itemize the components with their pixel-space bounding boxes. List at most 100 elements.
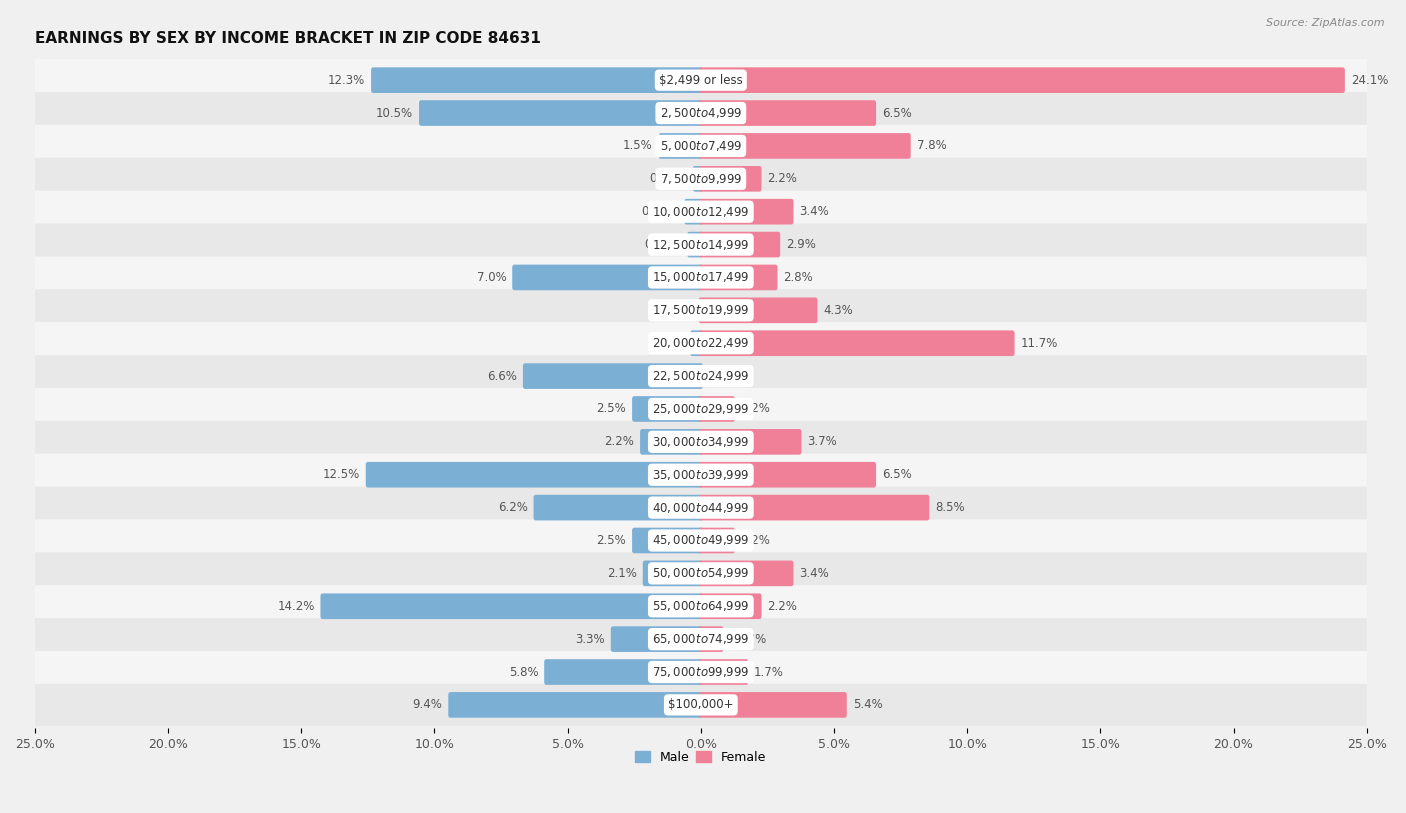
- Text: 6.5%: 6.5%: [882, 468, 911, 481]
- Text: 2.2%: 2.2%: [768, 172, 797, 185]
- FancyBboxPatch shape: [30, 618, 1371, 660]
- FancyBboxPatch shape: [30, 421, 1371, 463]
- Text: $25,000 to $29,999: $25,000 to $29,999: [652, 402, 749, 416]
- FancyBboxPatch shape: [449, 692, 703, 718]
- Text: $40,000 to $44,999: $40,000 to $44,999: [652, 501, 749, 515]
- FancyBboxPatch shape: [643, 560, 703, 586]
- FancyBboxPatch shape: [699, 593, 762, 619]
- FancyBboxPatch shape: [30, 454, 1371, 496]
- Text: EARNINGS BY SEX BY INCOME BRACKET IN ZIP CODE 84631: EARNINGS BY SEX BY INCOME BRACKET IN ZIP…: [35, 31, 541, 46]
- Text: $12,500 to $14,999: $12,500 to $14,999: [652, 237, 749, 251]
- Text: 2.9%: 2.9%: [786, 238, 815, 251]
- FancyBboxPatch shape: [699, 659, 748, 685]
- Text: 2.1%: 2.1%: [607, 567, 637, 580]
- FancyBboxPatch shape: [699, 100, 876, 126]
- FancyBboxPatch shape: [366, 462, 703, 488]
- Text: 10.5%: 10.5%: [375, 107, 413, 120]
- FancyBboxPatch shape: [693, 166, 703, 192]
- Text: 2.2%: 2.2%: [768, 600, 797, 613]
- Text: $10,000 to $12,499: $10,000 to $12,499: [652, 205, 749, 219]
- Text: $15,000 to $17,499: $15,000 to $17,499: [652, 271, 749, 285]
- FancyBboxPatch shape: [30, 322, 1371, 364]
- FancyBboxPatch shape: [523, 363, 703, 389]
- FancyBboxPatch shape: [30, 59, 1371, 101]
- FancyBboxPatch shape: [699, 495, 929, 520]
- Text: 5.8%: 5.8%: [509, 666, 538, 679]
- Text: 3.4%: 3.4%: [800, 205, 830, 218]
- FancyBboxPatch shape: [512, 264, 703, 290]
- FancyBboxPatch shape: [690, 330, 703, 356]
- FancyBboxPatch shape: [610, 626, 703, 652]
- FancyBboxPatch shape: [699, 560, 793, 586]
- Text: 12.5%: 12.5%: [322, 468, 360, 481]
- Text: 2.5%: 2.5%: [596, 402, 626, 415]
- Text: 1.7%: 1.7%: [754, 666, 785, 679]
- FancyBboxPatch shape: [30, 190, 1371, 233]
- FancyBboxPatch shape: [699, 298, 817, 323]
- FancyBboxPatch shape: [419, 100, 703, 126]
- FancyBboxPatch shape: [30, 289, 1371, 332]
- Text: $7,500 to $9,999: $7,500 to $9,999: [659, 172, 742, 186]
- FancyBboxPatch shape: [699, 166, 762, 192]
- FancyBboxPatch shape: [30, 486, 1371, 528]
- Text: 14.2%: 14.2%: [277, 600, 315, 613]
- FancyBboxPatch shape: [544, 659, 703, 685]
- FancyBboxPatch shape: [640, 429, 703, 454]
- Text: $22,500 to $24,999: $22,500 to $24,999: [652, 369, 749, 383]
- FancyBboxPatch shape: [633, 396, 703, 422]
- Text: 2.2%: 2.2%: [605, 435, 634, 448]
- Text: 3.4%: 3.4%: [800, 567, 830, 580]
- FancyBboxPatch shape: [699, 133, 911, 159]
- FancyBboxPatch shape: [633, 528, 703, 554]
- FancyBboxPatch shape: [699, 626, 724, 652]
- FancyBboxPatch shape: [699, 429, 801, 454]
- Text: 2.5%: 2.5%: [596, 534, 626, 547]
- FancyBboxPatch shape: [30, 552, 1371, 594]
- Text: $5,000 to $7,499: $5,000 to $7,499: [659, 139, 742, 153]
- FancyBboxPatch shape: [699, 330, 1015, 356]
- FancyBboxPatch shape: [30, 520, 1371, 562]
- Text: 24.1%: 24.1%: [1351, 74, 1388, 87]
- FancyBboxPatch shape: [699, 528, 735, 554]
- Text: 6.5%: 6.5%: [882, 107, 911, 120]
- Text: 5.4%: 5.4%: [852, 698, 883, 711]
- Text: $65,000 to $74,999: $65,000 to $74,999: [652, 633, 749, 646]
- Text: 1.2%: 1.2%: [741, 402, 770, 415]
- Text: $100,000+: $100,000+: [668, 698, 734, 711]
- Text: 7.8%: 7.8%: [917, 139, 946, 152]
- Text: 1.2%: 1.2%: [741, 534, 770, 547]
- Text: 0.54%: 0.54%: [641, 205, 679, 218]
- FancyBboxPatch shape: [699, 232, 780, 258]
- Text: 0.22%: 0.22%: [650, 172, 688, 185]
- FancyBboxPatch shape: [321, 593, 703, 619]
- Text: $50,000 to $54,999: $50,000 to $54,999: [652, 567, 749, 580]
- FancyBboxPatch shape: [685, 199, 703, 224]
- FancyBboxPatch shape: [30, 684, 1371, 726]
- Text: 0.0%: 0.0%: [709, 370, 738, 383]
- Text: 1.5%: 1.5%: [623, 139, 652, 152]
- FancyBboxPatch shape: [699, 264, 778, 290]
- Text: 6.6%: 6.6%: [486, 370, 517, 383]
- FancyBboxPatch shape: [30, 355, 1371, 397]
- Text: 9.4%: 9.4%: [412, 698, 443, 711]
- Text: 3.3%: 3.3%: [575, 633, 605, 646]
- FancyBboxPatch shape: [30, 388, 1371, 430]
- FancyBboxPatch shape: [30, 125, 1371, 167]
- Legend: Male, Female: Male, Female: [630, 746, 772, 768]
- Text: $2,500 to $4,999: $2,500 to $4,999: [659, 106, 742, 120]
- Text: $75,000 to $99,999: $75,000 to $99,999: [652, 665, 749, 679]
- FancyBboxPatch shape: [30, 92, 1371, 134]
- Text: 0.77%: 0.77%: [730, 633, 766, 646]
- FancyBboxPatch shape: [699, 199, 793, 224]
- FancyBboxPatch shape: [688, 232, 703, 258]
- FancyBboxPatch shape: [533, 495, 703, 520]
- Text: $35,000 to $39,999: $35,000 to $39,999: [652, 467, 749, 482]
- Text: 4.3%: 4.3%: [824, 304, 853, 317]
- FancyBboxPatch shape: [30, 256, 1371, 298]
- Text: Source: ZipAtlas.com: Source: ZipAtlas.com: [1267, 18, 1385, 28]
- Text: $17,500 to $19,999: $17,500 to $19,999: [652, 303, 749, 317]
- Text: 8.5%: 8.5%: [935, 501, 965, 514]
- Text: $2,499 or less: $2,499 or less: [659, 74, 742, 87]
- Text: $20,000 to $22,499: $20,000 to $22,499: [652, 337, 749, 350]
- Text: 12.3%: 12.3%: [328, 74, 366, 87]
